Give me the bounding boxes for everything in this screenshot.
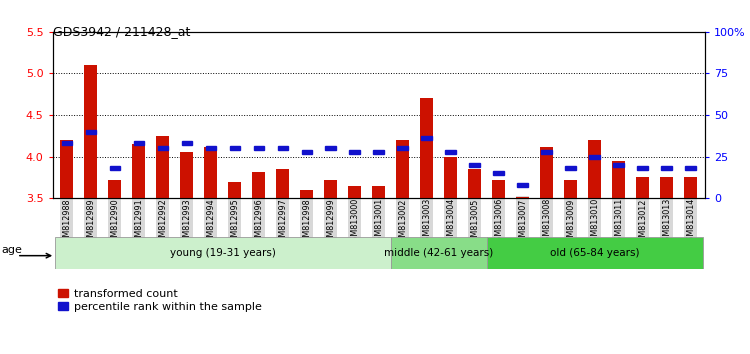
FancyBboxPatch shape — [391, 237, 487, 269]
Bar — [396, 140, 410, 198]
Bar — [398, 146, 408, 150]
Bar — [230, 146, 240, 150]
Bar — [60, 140, 74, 198]
Bar — [492, 180, 506, 198]
Bar — [228, 182, 242, 198]
Bar — [374, 150, 384, 154]
Bar — [612, 161, 626, 198]
Bar — [110, 166, 120, 170]
Bar — [180, 153, 194, 198]
Bar — [516, 196, 530, 198]
Bar — [566, 166, 576, 170]
Bar — [494, 171, 504, 175]
FancyBboxPatch shape — [55, 237, 391, 269]
Bar — [686, 166, 696, 170]
Bar — [636, 177, 650, 198]
Bar — [564, 180, 578, 198]
Text: middle (42-61 years): middle (42-61 years) — [384, 248, 494, 258]
Bar — [302, 150, 312, 154]
Text: age: age — [2, 245, 22, 255]
Bar — [276, 169, 290, 198]
Bar — [350, 150, 360, 154]
Bar — [204, 147, 218, 198]
Bar — [86, 130, 96, 134]
Bar — [662, 166, 672, 170]
Bar — [518, 183, 528, 187]
Bar — [422, 136, 432, 141]
Bar — [254, 146, 264, 150]
Bar — [588, 140, 602, 198]
Bar — [158, 146, 168, 150]
Bar — [660, 177, 674, 198]
Bar — [182, 141, 192, 145]
Bar — [62, 141, 72, 145]
Bar — [614, 163, 624, 167]
Text: young (19-31 years): young (19-31 years) — [170, 248, 276, 258]
Bar — [348, 186, 361, 198]
Bar — [132, 144, 146, 198]
Bar — [444, 156, 458, 198]
Bar — [108, 180, 122, 198]
Bar — [84, 65, 98, 198]
Legend: transformed count, percentile rank within the sample: transformed count, percentile rank withi… — [58, 289, 262, 312]
Bar — [446, 150, 456, 154]
Bar — [134, 141, 144, 145]
Bar — [372, 186, 386, 198]
Bar — [156, 136, 170, 198]
Bar — [206, 146, 216, 150]
Bar — [326, 146, 336, 150]
Bar — [684, 177, 698, 198]
Text: GDS3942 / 211428_at: GDS3942 / 211428_at — [53, 25, 190, 38]
Bar — [540, 147, 554, 198]
Text: old (65-84 years): old (65-84 years) — [550, 248, 640, 258]
Bar — [470, 163, 480, 167]
Bar — [420, 98, 434, 198]
Bar — [278, 146, 288, 150]
Bar — [252, 172, 266, 198]
Bar — [542, 150, 552, 154]
Bar — [468, 169, 482, 198]
Bar — [300, 190, 313, 198]
Bar — [590, 155, 600, 159]
Bar — [638, 166, 648, 170]
Bar — [324, 180, 338, 198]
FancyBboxPatch shape — [487, 237, 703, 269]
